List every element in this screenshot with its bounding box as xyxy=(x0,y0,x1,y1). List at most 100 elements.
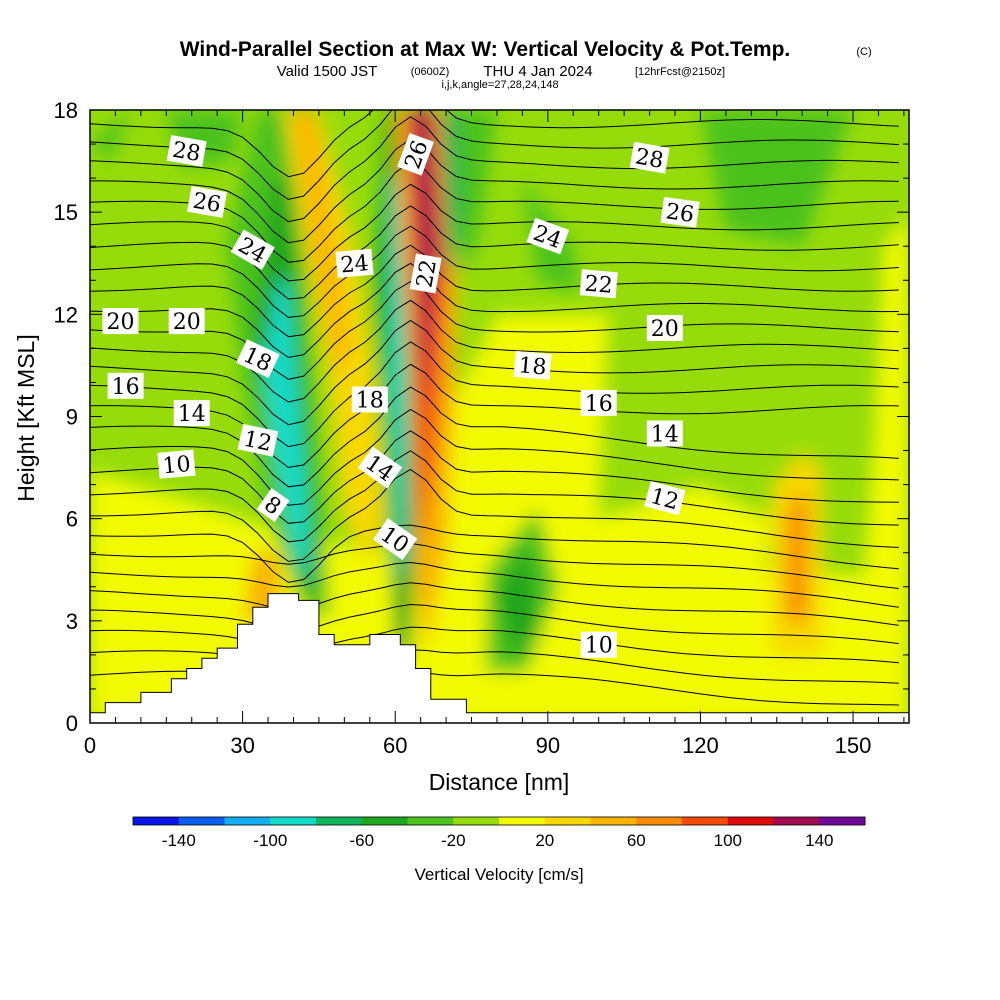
contour-label: 14 xyxy=(646,420,683,448)
x-tick-label: 30 xyxy=(230,733,254,758)
field-updraft-plume xyxy=(446,314,609,655)
theta-contour-line xyxy=(90,450,899,543)
colorbar-tick-label: -140 xyxy=(162,831,196,850)
contour-label-box xyxy=(166,134,207,167)
forecast-info: [12hrFcst@2150z] xyxy=(635,66,725,78)
contour-label: 16 xyxy=(107,372,144,400)
contour-label-text: 22 xyxy=(584,272,614,299)
contour-label: 28 xyxy=(166,134,207,167)
colorbar-tick-label: -100 xyxy=(253,831,287,850)
contour-label-text: 20 xyxy=(173,310,201,335)
valid-date: THU 4 Jan 2024 xyxy=(483,63,592,80)
y-tick-label: 9 xyxy=(66,405,78,430)
contour-label: 16 xyxy=(580,389,617,417)
colorbar-tick-label: 20 xyxy=(535,831,554,850)
colorbar-tick-label: 100 xyxy=(714,831,742,850)
colorbar-title: Vertical Velocity [cm/s] xyxy=(414,865,583,884)
contour-label-text: 16 xyxy=(585,392,613,417)
contour-label-text: 20 xyxy=(107,310,135,335)
x-axis-label: Distance [nm] xyxy=(429,769,570,795)
colorbar-swatch xyxy=(361,817,408,825)
field-downdraft-core xyxy=(497,545,538,662)
contour-label: 24 xyxy=(335,248,374,278)
colorbar-swatch xyxy=(682,817,729,825)
theta-contour-line xyxy=(90,386,899,488)
contour-label-box xyxy=(256,488,290,522)
contour-label: 26 xyxy=(187,185,227,218)
colorbar-swatch xyxy=(407,817,454,825)
y-tick-label: 15 xyxy=(54,200,78,225)
colorbar-swatch xyxy=(133,817,180,825)
theta-contour-line xyxy=(90,561,899,608)
theta-contour-line xyxy=(90,262,899,358)
contour-label-box xyxy=(237,423,279,457)
contour-label-text: 26 xyxy=(191,189,223,218)
contour-label: 28 xyxy=(629,141,670,174)
contour-label-text: 10 xyxy=(585,634,613,659)
theta-contour-line xyxy=(90,341,899,448)
theta-contours xyxy=(90,110,899,706)
colorbar-swatch xyxy=(178,817,225,825)
colorbar-swatch xyxy=(499,817,546,825)
contour-label: 18 xyxy=(513,350,552,381)
contour-label-text: 18 xyxy=(356,389,384,414)
x-tick-label: 150 xyxy=(835,733,872,758)
theta-contour-line xyxy=(90,116,899,223)
contour-label: 24 xyxy=(230,229,275,270)
theta-contour-line xyxy=(90,183,899,282)
valid-prefix: Valid 1500 JST xyxy=(277,63,378,80)
y-axis-label: Height [Kft MSL] xyxy=(13,334,39,501)
contour-label-text: 10 xyxy=(162,452,192,479)
contour-label-box xyxy=(646,420,683,447)
theta-contour-line xyxy=(90,299,899,403)
contour-label-text: 14 xyxy=(651,423,679,448)
colorbar-swatch xyxy=(773,817,820,825)
contour-label-box xyxy=(236,339,280,378)
y-tick-label: 0 xyxy=(66,711,78,736)
y-axis: 0 3 6 9 12 15 18 xyxy=(54,98,909,736)
contour-label: 24 xyxy=(526,217,570,255)
colorbar-swatch xyxy=(453,817,500,825)
contour-label-box xyxy=(351,386,388,413)
contour-label-box xyxy=(168,308,205,335)
field-downdraft-ur xyxy=(700,110,853,247)
contour-label: 14 xyxy=(357,446,403,489)
chart-title: Wind-Parallel Section at Max W: Vertical… xyxy=(180,38,791,61)
contour-label-box xyxy=(660,196,700,228)
contour-label-box xyxy=(102,308,139,335)
contour-label: 10 xyxy=(157,449,196,479)
theta-contour-line xyxy=(90,363,899,468)
theta-contour-line xyxy=(90,225,899,318)
grid-indices: i,j,k,angle=27,28,24,148 xyxy=(441,79,558,91)
contour-label-box xyxy=(580,631,617,658)
contour-label: 10 xyxy=(580,631,617,659)
colorbar-swatch xyxy=(224,817,271,825)
contour-label: 26 xyxy=(660,196,700,228)
colorbar-swatch xyxy=(636,817,683,825)
theta-contour-line xyxy=(90,161,899,263)
theta-contour-line xyxy=(90,110,899,200)
x-tick-label: 60 xyxy=(383,733,407,758)
contour-label-box xyxy=(629,141,670,174)
colorbar-tick-label: 140 xyxy=(805,831,833,850)
contour-label-text: 16 xyxy=(112,375,140,400)
theta-contour-line xyxy=(90,603,899,645)
contour-label-box xyxy=(526,217,570,255)
contour-label-box xyxy=(646,315,683,341)
colorbar-frame xyxy=(132,816,866,826)
contour-label: 22 xyxy=(579,269,618,299)
contour-label-text: 28 xyxy=(170,138,202,167)
contour-label-text: 12 xyxy=(241,427,274,457)
field-downdraft-ul2 xyxy=(90,110,131,162)
contour-label: 22 xyxy=(409,253,442,294)
contour-label-box xyxy=(173,400,210,427)
theta-contour-line xyxy=(90,319,899,426)
contour-label-text: 20 xyxy=(651,317,679,342)
field-dd-east2 xyxy=(456,110,497,281)
contour-label: 20 xyxy=(646,315,683,342)
contour-label-box xyxy=(579,269,618,299)
colorbar-swatch xyxy=(727,817,774,825)
contour-label: 20 xyxy=(102,308,139,335)
velocity-field xyxy=(90,110,909,723)
